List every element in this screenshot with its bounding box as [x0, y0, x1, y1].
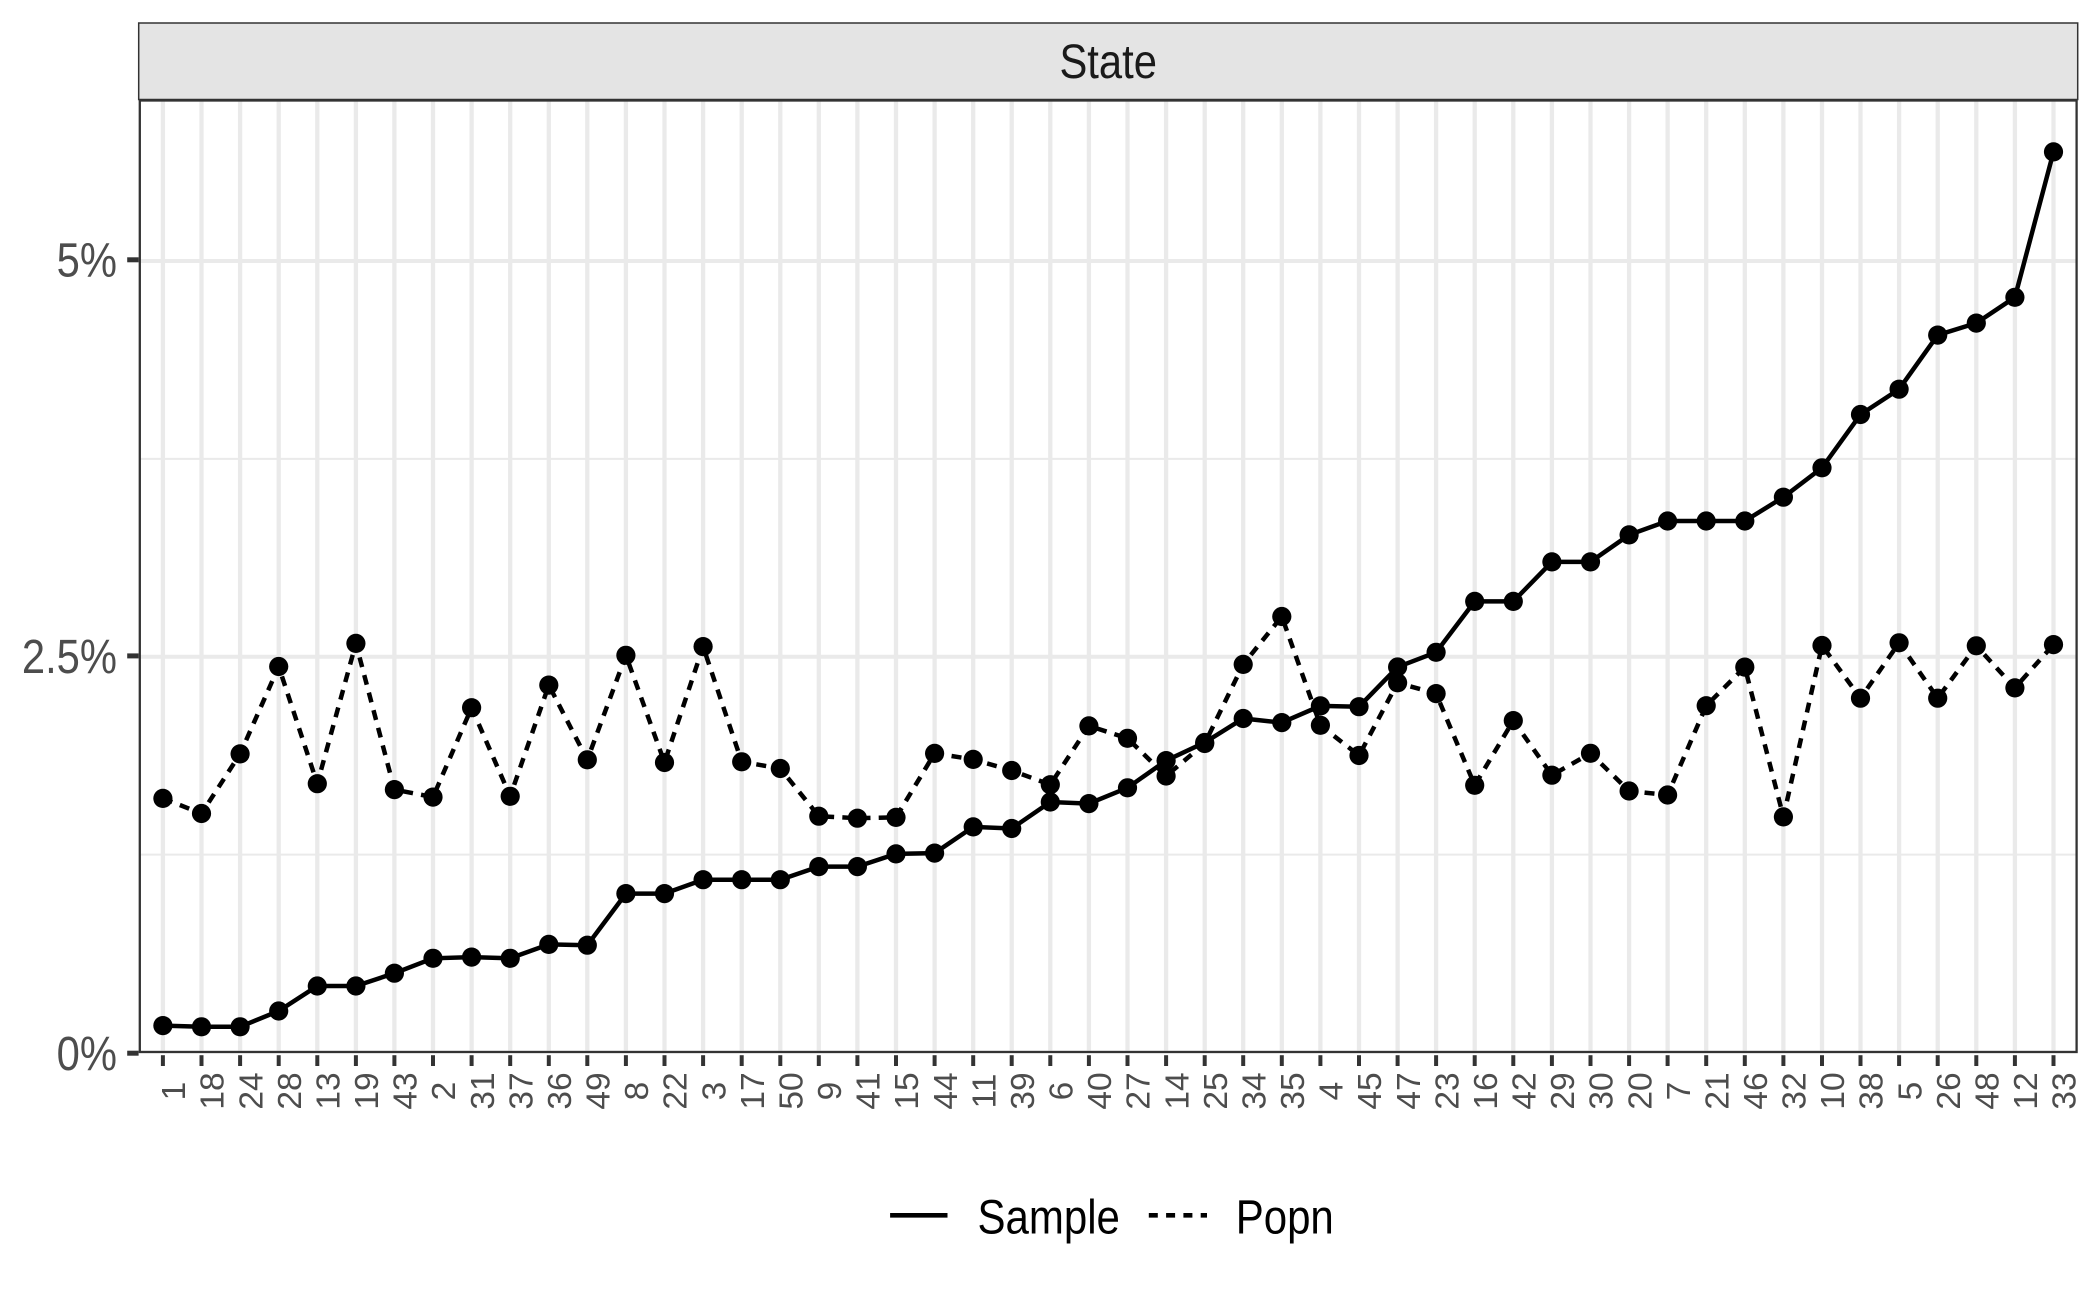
- svg-text:3: 3: [696, 1082, 733, 1101]
- svg-text:23: 23: [1429, 1072, 1466, 1109]
- svg-text:14: 14: [1159, 1072, 1196, 1109]
- svg-text:19: 19: [349, 1072, 386, 1109]
- svg-text:48: 48: [1970, 1072, 2007, 1109]
- svg-text:43: 43: [388, 1072, 425, 1109]
- svg-text:6: 6: [1044, 1082, 1081, 1101]
- svg-text:36: 36: [542, 1072, 579, 1109]
- svg-text:24: 24: [233, 1072, 270, 1109]
- svg-text:22: 22: [658, 1072, 695, 1109]
- svg-text:7: 7: [1661, 1082, 1698, 1101]
- svg-text:0%: 0%: [57, 1026, 117, 1080]
- svg-text:5%: 5%: [57, 233, 117, 287]
- svg-text:33: 33: [2047, 1072, 2084, 1109]
- svg-text:11: 11: [966, 1074, 1003, 1109]
- svg-text:37: 37: [503, 1072, 540, 1109]
- svg-text:38: 38: [1854, 1072, 1891, 1109]
- svg-text:1: 1: [156, 1082, 193, 1101]
- svg-text:State: State: [1059, 34, 1156, 88]
- svg-text:27: 27: [1121, 1072, 1158, 1109]
- svg-text:32: 32: [1777, 1072, 1814, 1109]
- svg-text:16: 16: [1468, 1072, 1505, 1109]
- svg-text:Sample: Sample: [978, 1190, 1120, 1244]
- svg-text:28: 28: [272, 1072, 309, 1109]
- svg-text:17: 17: [735, 1072, 772, 1109]
- svg-text:41: 41: [851, 1072, 888, 1109]
- svg-text:26: 26: [1931, 1072, 1968, 1109]
- svg-text:Popn: Popn: [1236, 1190, 1334, 1244]
- svg-text:4: 4: [1314, 1082, 1351, 1101]
- svg-text:13: 13: [311, 1072, 348, 1109]
- svg-text:35: 35: [1275, 1072, 1312, 1109]
- svg-text:29: 29: [1545, 1072, 1582, 1109]
- svg-text:49: 49: [581, 1072, 618, 1109]
- svg-text:47: 47: [1391, 1072, 1428, 1109]
- svg-text:45: 45: [1352, 1072, 1389, 1109]
- svg-text:8: 8: [619, 1082, 656, 1101]
- svg-text:34: 34: [1236, 1072, 1273, 1109]
- svg-text:12: 12: [2008, 1072, 2045, 1109]
- svg-text:5: 5: [1892, 1082, 1929, 1101]
- svg-text:40: 40: [1082, 1072, 1119, 1109]
- svg-text:42: 42: [1507, 1072, 1544, 1109]
- svg-text:20: 20: [1622, 1072, 1659, 1109]
- svg-text:50: 50: [774, 1072, 811, 1109]
- svg-text:18: 18: [195, 1072, 232, 1109]
- svg-text:30: 30: [1584, 1072, 1621, 1109]
- svg-text:2: 2: [426, 1082, 463, 1101]
- svg-text:10: 10: [1815, 1072, 1852, 1109]
- svg-text:15: 15: [889, 1072, 926, 1109]
- svg-text:9: 9: [812, 1082, 849, 1101]
- svg-text:44: 44: [928, 1072, 965, 1109]
- svg-text:46: 46: [1738, 1072, 1775, 1109]
- svg-text:25: 25: [1198, 1072, 1235, 1109]
- svg-text:21: 21: [1699, 1072, 1736, 1109]
- svg-text:31: 31: [465, 1072, 502, 1109]
- svg-text:39: 39: [1005, 1072, 1042, 1109]
- svg-text:2.5%: 2.5%: [22, 629, 117, 683]
